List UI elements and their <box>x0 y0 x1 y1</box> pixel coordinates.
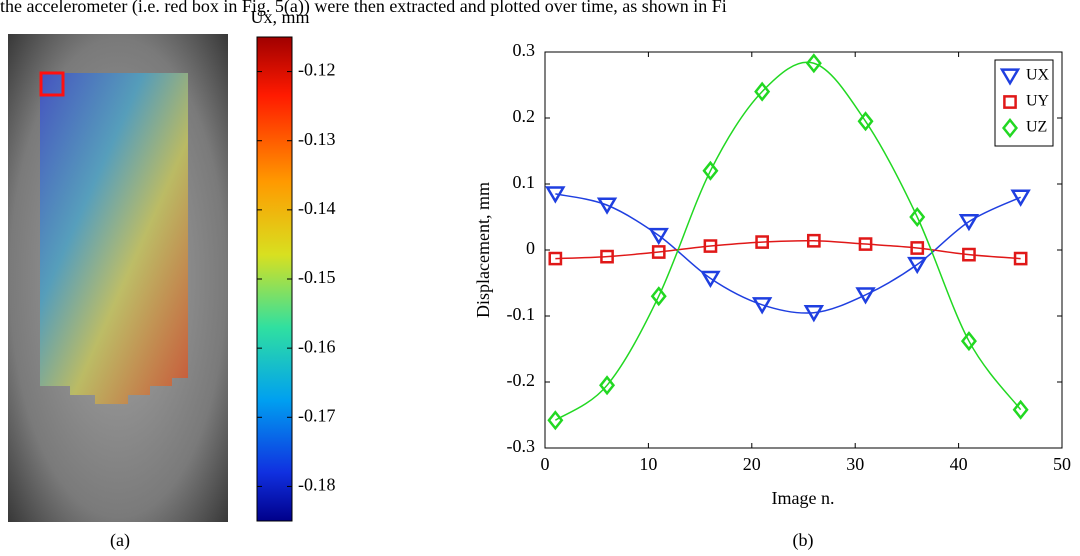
x-tick-label: 20 <box>743 454 761 474</box>
series-marker <box>910 241 925 255</box>
series-marker <box>755 235 769 249</box>
plot-frame <box>544 51 1063 449</box>
series-marker <box>1012 399 1029 420</box>
series-marker <box>751 297 773 315</box>
series-marker <box>958 213 980 232</box>
colorbar-tick-label: -0.14 <box>298 198 336 218</box>
series-marker <box>600 249 614 264</box>
series-marker <box>960 331 977 352</box>
caption: (b) <box>793 530 814 551</box>
text-fragment: the accelerometer (i.e. red box in Fig. … <box>0 0 727 17</box>
legend-marker <box>999 68 1021 86</box>
legend-label: UX <box>1026 67 1050 84</box>
series-marker <box>855 287 876 305</box>
colorbar <box>256 36 293 522</box>
series-marker <box>805 53 822 74</box>
x-tick-label: 40 <box>950 454 968 474</box>
series-marker <box>1010 189 1031 207</box>
colorbar-tick-label: -0.12 <box>298 60 336 80</box>
colorbar-tick-label: -0.18 <box>298 475 336 495</box>
legend-label: UY <box>1026 93 1050 110</box>
y-tick-label: 0.1 <box>513 172 536 192</box>
series-marker <box>596 197 618 215</box>
x-tick-label: 30 <box>846 454 864 474</box>
y-tick-label: -0.2 <box>507 370 536 390</box>
series-marker <box>548 251 563 266</box>
colorbar-tick-label: -0.16 <box>298 336 336 356</box>
series-marker <box>754 81 771 102</box>
series-marker <box>857 111 874 132</box>
colorbar-tick-label: -0.17 <box>298 405 336 425</box>
series-marker <box>806 233 821 248</box>
series-line <box>555 193 1021 314</box>
legend-marker <box>1003 95 1017 109</box>
y-tick-label: -0.3 <box>507 436 536 456</box>
series-marker <box>702 160 719 181</box>
y-axis-label: Displacement, mm <box>473 182 493 318</box>
series-marker <box>962 247 976 262</box>
series-marker <box>599 375 616 396</box>
series-marker <box>703 239 718 253</box>
legend-marker <box>1001 117 1019 139</box>
colorbar-title: Ux, mm <box>250 7 309 27</box>
series-marker <box>907 256 928 275</box>
x-tick-label: 10 <box>639 454 657 474</box>
series-marker <box>700 270 721 289</box>
x-tick-label: 0 <box>541 454 550 474</box>
y-tick-label: 0.2 <box>513 106 536 126</box>
series-line <box>554 61 1022 421</box>
accelerometer-box <box>39 71 65 97</box>
x-tick-label: 50 <box>1053 454 1071 474</box>
series-line <box>555 239 1021 260</box>
y-tick-label: 0 <box>526 238 535 258</box>
y-tick-label: 0.3 <box>513 40 536 60</box>
series-marker <box>545 186 566 204</box>
series-marker <box>547 410 564 431</box>
series-marker <box>858 237 873 251</box>
series-marker <box>803 305 825 323</box>
series-marker <box>1013 251 1028 266</box>
series-marker <box>650 286 667 307</box>
legend-label: UZ <box>1026 119 1047 136</box>
series-marker <box>648 227 669 246</box>
colorbar-tick-label: -0.15 <box>298 267 336 287</box>
x-axis-label: Image n. <box>772 488 835 508</box>
colorbar-tick-label: -0.13 <box>298 129 336 149</box>
caption: (a) <box>110 530 130 551</box>
y-tick-label: -0.1 <box>507 304 536 324</box>
displacement-map <box>40 73 188 404</box>
series-marker <box>909 206 926 228</box>
series-marker <box>651 245 666 259</box>
